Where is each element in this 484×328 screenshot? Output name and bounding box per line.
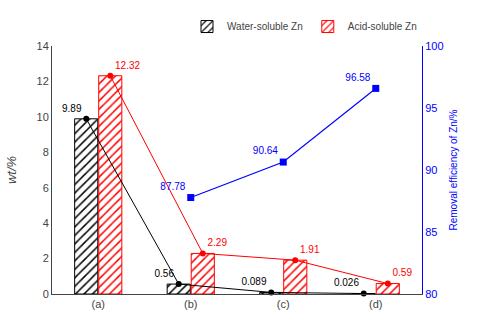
svg-text:100: 100 bbox=[425, 40, 443, 52]
svg-text:(c): (c) bbox=[277, 298, 290, 310]
svg-text:80: 80 bbox=[425, 288, 437, 300]
svg-text:96.58: 96.58 bbox=[345, 72, 370, 83]
svg-text:8: 8 bbox=[43, 146, 49, 158]
svg-text:90: 90 bbox=[425, 164, 437, 176]
svg-text:(d): (d) bbox=[369, 298, 382, 310]
svg-text:14: 14 bbox=[37, 40, 49, 52]
svg-text:2: 2 bbox=[43, 252, 49, 264]
svg-text:9.89: 9.89 bbox=[62, 103, 82, 114]
svg-text:4: 4 bbox=[43, 217, 49, 229]
svg-text:0.56: 0.56 bbox=[155, 268, 175, 279]
svg-text:0.089: 0.089 bbox=[241, 276, 266, 287]
svg-text:1.91: 1.91 bbox=[300, 244, 320, 255]
svg-text:wt/%: wt/% bbox=[4, 156, 19, 184]
svg-text:(a): (a) bbox=[92, 298, 105, 310]
svg-text:Removal efficiency of Zn/%: Removal efficiency of Zn/% bbox=[448, 109, 459, 230]
svg-text:2.29: 2.29 bbox=[208, 237, 228, 248]
svg-text:87.78: 87.78 bbox=[160, 181, 185, 192]
svg-text:(b): (b) bbox=[184, 298, 197, 310]
svg-text:6: 6 bbox=[43, 182, 49, 194]
svg-text:12: 12 bbox=[37, 75, 49, 87]
svg-text:Acid-soluble Zn: Acid-soluble Zn bbox=[348, 21, 417, 32]
svg-text:12.32: 12.32 bbox=[115, 60, 140, 71]
svg-text:85: 85 bbox=[425, 226, 437, 238]
svg-text:Water-soluble Zn: Water-soluble Zn bbox=[227, 21, 303, 32]
svg-text:0.59: 0.59 bbox=[393, 267, 413, 278]
svg-text:0.026: 0.026 bbox=[334, 277, 359, 288]
svg-text:95: 95 bbox=[425, 102, 437, 114]
svg-text:0: 0 bbox=[43, 288, 49, 300]
svg-text:90.64: 90.64 bbox=[253, 145, 278, 156]
svg-text:10: 10 bbox=[37, 111, 49, 123]
